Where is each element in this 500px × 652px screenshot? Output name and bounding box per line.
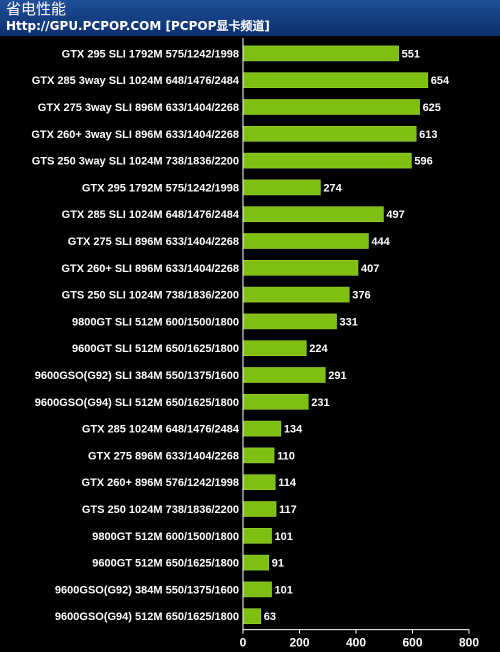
x-tick-label: 400	[346, 636, 366, 650]
bar	[242, 126, 417, 142]
bar	[242, 367, 326, 383]
category-label: 9600GT 512M 650/1625/1800	[92, 558, 239, 570]
category-label: GTX 260+ SLI 896M 633/1404/2268	[61, 263, 239, 275]
value-label: 407	[361, 263, 379, 275]
chart-source-url: Http://GPU.PCPOP.COM [PCPOP显卡频道]	[6, 19, 270, 33]
value-label: 63	[264, 611, 276, 623]
bar	[242, 233, 369, 249]
value-label: 625	[423, 102, 441, 114]
bar	[242, 581, 272, 598]
bar	[242, 45, 399, 62]
value-label: 291	[328, 370, 346, 382]
category-label: GTX 275 896M 633/1404/2268	[88, 450, 239, 462]
bars-layer: GTX 295 SLI 1792M 575/1242/1998 551 GTX 28…	[31, 45, 450, 625]
category-label: 9600GT SLI 512M 650/1625/1800	[72, 343, 239, 355]
bar	[242, 501, 277, 517]
value-label: 376	[352, 290, 370, 302]
bar	[242, 179, 321, 196]
bar	[242, 447, 275, 464]
bar	[242, 313, 337, 330]
chart-header: 省电性能 Http://GPU.PCPOP.COM [PCPOP显卡频道]	[0, 0, 500, 36]
value-label: 274	[323, 182, 342, 194]
bar	[242, 72, 429, 88]
category-label: GTX 260+ 896M 576/1242/1998	[82, 477, 239, 489]
value-label: 117	[279, 504, 297, 516]
category-label: GTS 250 SLI 1024M 738/1836/2200	[62, 290, 239, 302]
category-label: GTX 285 3way SLI 1024M 648/1476/2484	[32, 75, 240, 87]
category-label: GTX 295 1792M 575/1242/1998	[82, 182, 239, 194]
category-label: GTX 275 SLI 896M 633/1404/2268	[68, 236, 239, 248]
category-label: 9600GSO(G94) 512M 650/1625/1800	[55, 611, 239, 623]
value-label: 231	[311, 397, 329, 409]
bar	[242, 393, 309, 410]
value-label: 224	[309, 343, 328, 355]
value-label: 101	[275, 584, 293, 596]
value-label: 134	[284, 424, 303, 436]
value-label: 497	[386, 209, 404, 221]
bar	[242, 608, 262, 625]
bar	[242, 206, 384, 222]
x-tick-label: 600	[402, 636, 422, 650]
value-label: 613	[419, 129, 437, 141]
category-label: GTS 250 3way SLI 1024M 738/1836/2200	[32, 156, 239, 168]
bar	[242, 286, 350, 303]
value-label: 114	[278, 477, 297, 489]
bar	[242, 527, 272, 544]
value-label: 110	[277, 450, 295, 462]
category-label: GTX 260+ 3way SLI 896M 633/1404/2268	[31, 129, 239, 141]
x-tick-label: 800	[459, 636, 479, 650]
category-label: GTS 250 1024M 738/1836/2200	[82, 504, 239, 516]
category-label: GTX 285 SLI 1024M 648/1476/2484	[62, 209, 240, 221]
category-label: 9600GSO(G92) SLI 384M 550/1375/1600	[35, 370, 239, 382]
bar	[242, 259, 359, 276]
bar	[242, 420, 282, 437]
bar	[242, 474, 276, 491]
value-label: 654	[431, 75, 450, 87]
x-axis: 0 200 400 600 800	[240, 38, 479, 650]
chart-title: 省电性能	[6, 0, 67, 18]
value-label: 444	[371, 236, 390, 248]
category-label: GTX 285 1024M 648/1476/2484	[82, 424, 240, 436]
value-label: 596	[414, 156, 432, 168]
bar	[242, 99, 420, 115]
bar	[242, 152, 412, 169]
value-label: 101	[275, 531, 293, 543]
value-label: 91	[272, 558, 284, 570]
category-label: 9600GSO(G92) 384M 550/1375/1600	[55, 584, 239, 596]
category-label: 9600GSO(G94) SLI 512M 650/1625/1800	[35, 397, 239, 409]
category-label: GTX 275 3way SLI 896M 633/1404/2268	[38, 102, 239, 114]
value-label: 331	[340, 316, 358, 328]
value-label: 551	[402, 48, 420, 60]
category-label: 9800GT 512M 600/1500/1800	[92, 531, 239, 543]
bar	[242, 554, 270, 571]
x-tick-label: 200	[289, 636, 309, 650]
x-tick-label: 0	[240, 636, 247, 650]
bar	[242, 340, 307, 357]
category-label: 9800GT SLI 512M 600/1500/1800	[72, 316, 239, 328]
category-label: GTX 295 SLI 1792M 575/1242/1998	[62, 48, 239, 60]
